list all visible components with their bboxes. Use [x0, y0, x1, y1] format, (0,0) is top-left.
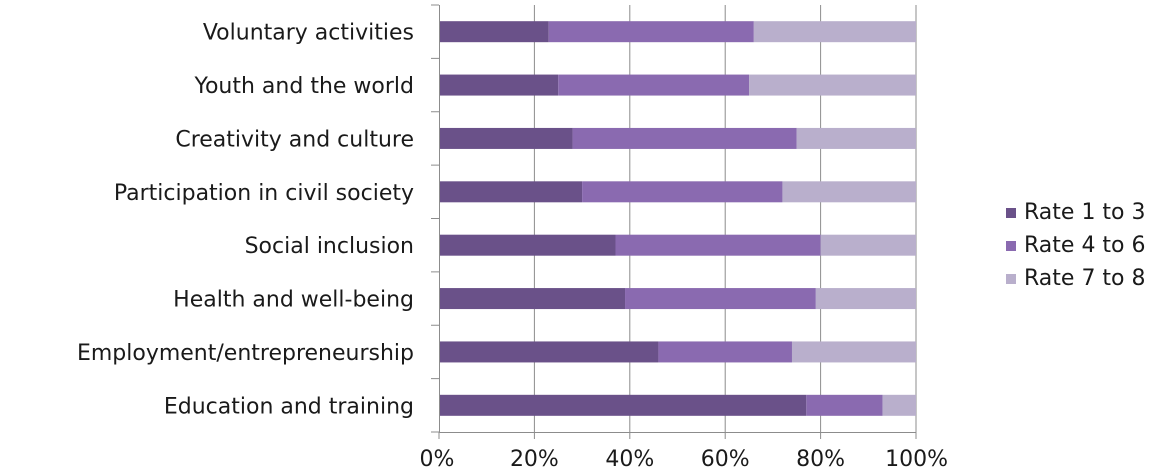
bar-segment-4-3 — [782, 181, 916, 203]
legend: Rate 1 to 3 Rate 4 to 6 Rate 7 to 8 — [1006, 200, 1146, 291]
bar-segment-6-2 — [625, 288, 816, 310]
legend-entry-3: Rate 7 to 8 — [1006, 266, 1146, 291]
bar-segment-4-1 — [439, 181, 583, 203]
legend-swatch — [1006, 241, 1016, 251]
bar-segment-4-2 — [582, 181, 783, 203]
category-label: Social inclusion — [245, 234, 414, 259]
bars — [439, 21, 916, 416]
category-label: Voluntary activities — [203, 21, 414, 46]
bar-segment-5-3 — [820, 234, 916, 256]
legend-swatch — [1006, 274, 1016, 284]
category-labels: Voluntary activities Youth and the world C… — [77, 21, 414, 420]
category-label: Creativity and culture — [175, 127, 414, 152]
bar-segment-5-2 — [615, 234, 821, 256]
legend-entry-2: Rate 4 to 6 — [1006, 233, 1146, 258]
legend-entry-1: Rate 1 to 3 — [1006, 200, 1146, 225]
bar-segment-1-2 — [548, 21, 754, 43]
bar-segment-8-3 — [882, 394, 916, 416]
legend-label: Rate 4 to 6 — [1024, 233, 1146, 258]
legend-label: Rate 1 to 3 — [1024, 200, 1146, 225]
legend-label: Rate 7 to 8 — [1024, 266, 1146, 291]
bar-segment-1-3 — [753, 21, 916, 43]
category-label: Health and well-being — [173, 288, 414, 313]
bar-segment-3-1 — [439, 127, 573, 149]
x-tick-label: 80% — [796, 447, 845, 471]
category-label: Participation in civil society — [114, 181, 414, 206]
x-tick-label: 100% — [885, 447, 948, 471]
legend-swatch — [1006, 208, 1016, 218]
axes — [431, 4, 917, 439]
bar-segment-7-1 — [439, 341, 659, 363]
bar-segment-2-1 — [439, 74, 559, 96]
gridlines — [533, 5, 917, 432]
bar-segment-8-2 — [806, 394, 883, 416]
bar-segment-8-1 — [439, 394, 807, 416]
category-label: Employment/entrepreneurship — [77, 341, 414, 366]
bar-segment-2-2 — [558, 74, 750, 96]
x-tick-labels: 0% 20% 40% 60% 80% 100% — [420, 447, 948, 471]
x-tick-label: 40% — [605, 447, 654, 471]
bar-segment-2-3 — [749, 74, 916, 96]
bar-segment-3-2 — [572, 127, 797, 149]
category-label: Youth and the world — [193, 74, 414, 99]
x-tick-label: 60% — [701, 447, 750, 471]
bar-segment-6-1 — [439, 288, 626, 310]
category-label: Education and training — [164, 394, 414, 419]
bar-segment-1-1 — [439, 21, 549, 43]
bar-segment-6-3 — [815, 288, 916, 310]
x-tick-label: 20% — [510, 447, 559, 471]
bar-segment-7-3 — [791, 341, 916, 363]
bar-segment-3-3 — [796, 127, 916, 149]
bar-segment-7-2 — [658, 341, 792, 363]
x-tick-label: 0% — [420, 447, 455, 471]
bar-segment-5-1 — [439, 234, 616, 256]
